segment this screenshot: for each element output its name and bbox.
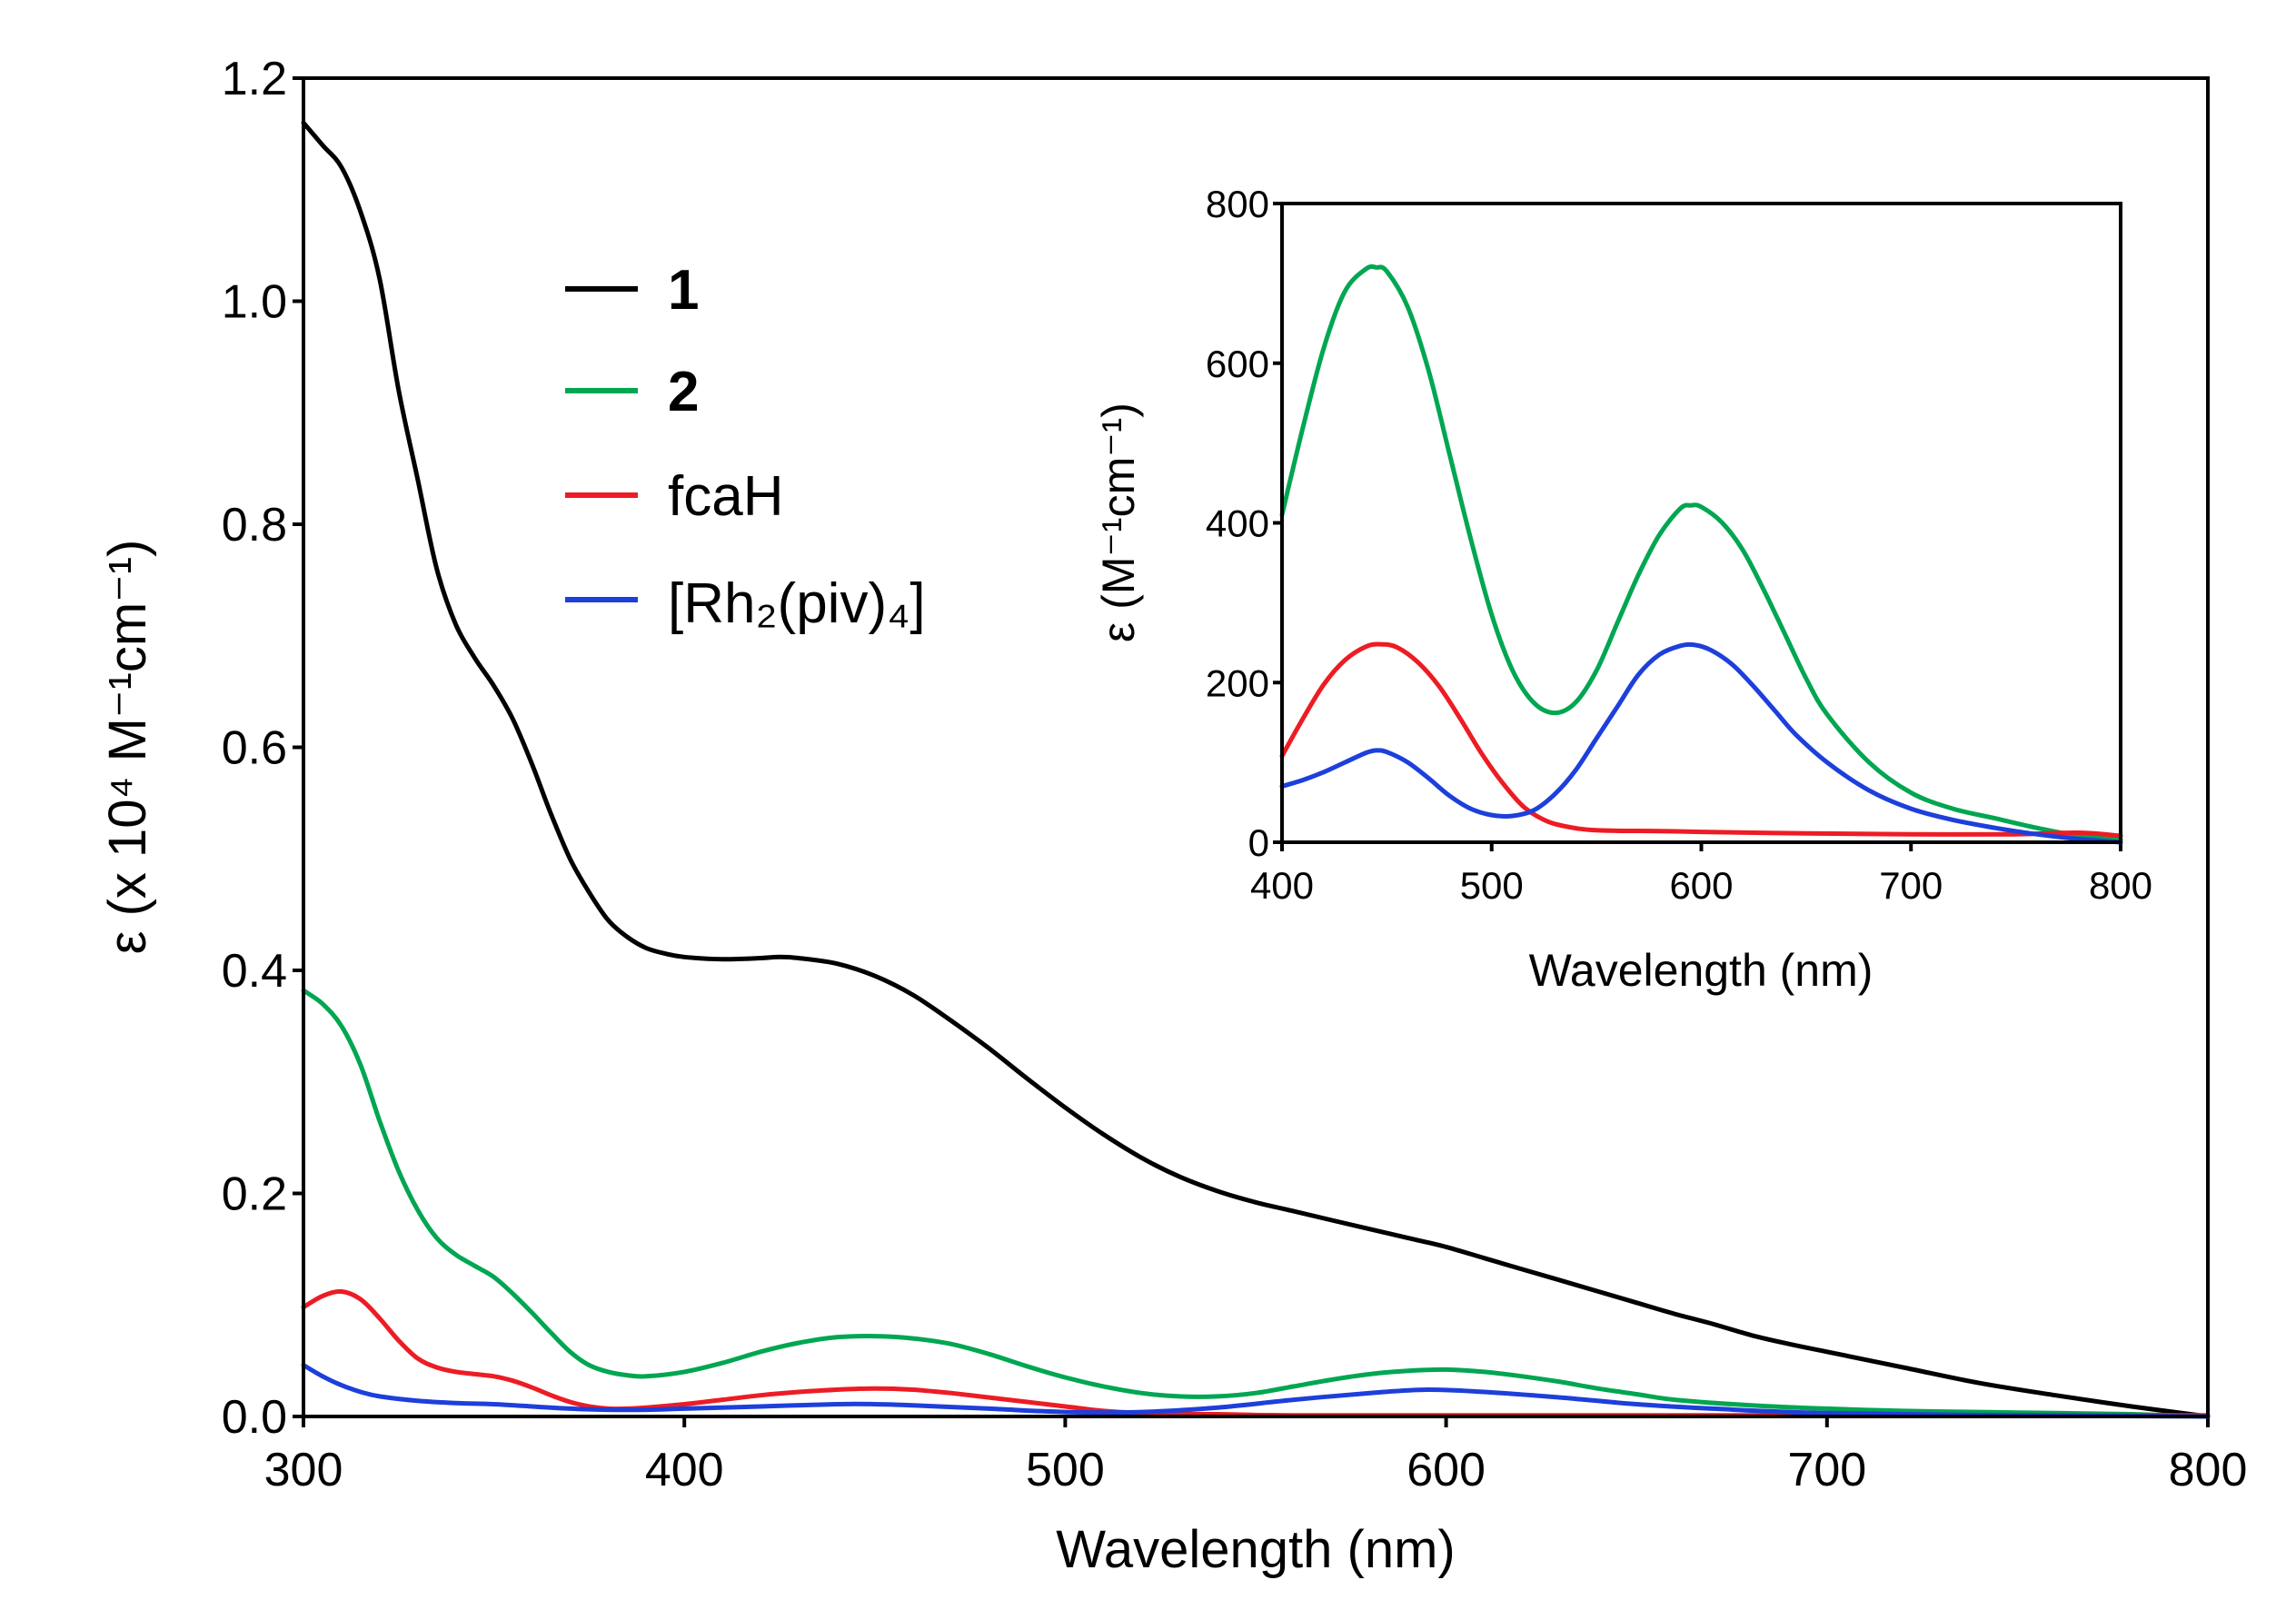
inset-y-tick-label: 600 — [1206, 343, 1269, 385]
main-x-axis-title: Wavelength (nm) — [1056, 1520, 1455, 1579]
main-y-axis-title: ε (x 10⁴ M⁻¹cm⁻¹) — [98, 540, 157, 955]
inset-chart: 0 200 400 600 800 400 500 600 700 800 Wavelength… — [1093, 183, 2152, 996]
inset-series-line-rhpiv — [1279, 641, 2123, 845]
legend: 1 2 fcaH [Rh₂(piv)₄] — [565, 259, 926, 635]
inset-y-tick-label: 200 — [1206, 661, 1269, 704]
main-series-line-fcah — [301, 1288, 2211, 1418]
legend-label-1: 1 — [668, 259, 699, 322]
inset-x-tick-labels: 400 500 600 700 800 — [1250, 864, 2152, 907]
main-y-tick-label: 0.4 — [222, 945, 287, 998]
inset-y-tick-label: 400 — [1206, 502, 1269, 545]
main-plot-frame — [302, 76, 2210, 1418]
main-series-line-1 — [301, 120, 2211, 1419]
main-chart: 0.0 0.2 0.4 0.6 0.8 1.0 1.2 300 400 500 600 700 800… — [98, 53, 2247, 1579]
main-x-tick-label: 300 — [264, 1444, 343, 1496]
inset-series-line-fcah — [1279, 641, 2123, 839]
main-x-tick-label: 600 — [1406, 1444, 1486, 1496]
legend-label-2: 2 — [668, 361, 699, 423]
inset-y-tick-labels: 0 200 400 600 800 — [1206, 183, 1269, 864]
inset-x-tick-label: 400 — [1250, 864, 1314, 907]
inset-y-axis-title: ε (M⁻¹cm⁻¹) — [1093, 402, 1144, 642]
legend-label-rh2piv4: [Rh₂(piv)₄] — [668, 572, 926, 635]
inset-x-axis-title: Wavelength (nm) — [1529, 945, 1874, 996]
inset-x-tick-label: 700 — [1879, 864, 1943, 907]
inset-x-tick-label: 600 — [1669, 864, 1733, 907]
legend-label-fcah: fcaH — [668, 465, 783, 528]
main-series-line-2 — [301, 988, 2211, 1419]
main-y-tick-label: 0.8 — [222, 499, 287, 552]
main-x-tick-label: 400 — [645, 1444, 724, 1496]
inset-plot-frame — [1280, 202, 2122, 844]
main-x-tick-label: 500 — [1026, 1444, 1105, 1496]
inset-series-lines — [1279, 263, 2123, 845]
inset-series-line-2 — [1279, 263, 2123, 842]
main-x-tick-labels: 300 400 500 600 700 800 — [264, 1444, 2248, 1496]
main-y-tick-label: 0.0 — [222, 1391, 287, 1444]
main-ticks — [293, 76, 2210, 1427]
inset-y-tick-label: 0 — [1248, 821, 1269, 864]
inset-ticks — [1273, 202, 2122, 851]
main-y-tick-labels: 0.0 0.2 0.4 0.6 0.8 1.0 1.2 — [222, 53, 287, 1444]
main-series-lines — [301, 120, 2211, 1419]
main-x-tick-label: 800 — [2169, 1444, 2248, 1496]
main-x-tick-label: 700 — [1787, 1444, 1866, 1496]
inset-x-tick-label: 500 — [1460, 864, 1524, 907]
main-y-tick-label: 0.6 — [222, 722, 287, 775]
main-y-tick-label: 0.2 — [222, 1168, 287, 1221]
main-series-line-rhpiv — [301, 1363, 2211, 1419]
inset-y-tick-label: 800 — [1206, 183, 1269, 225]
main-y-tick-label: 1.2 — [222, 53, 287, 105]
inset-x-tick-label: 800 — [2089, 864, 2152, 907]
main-y-tick-label: 1.0 — [222, 276, 287, 329]
